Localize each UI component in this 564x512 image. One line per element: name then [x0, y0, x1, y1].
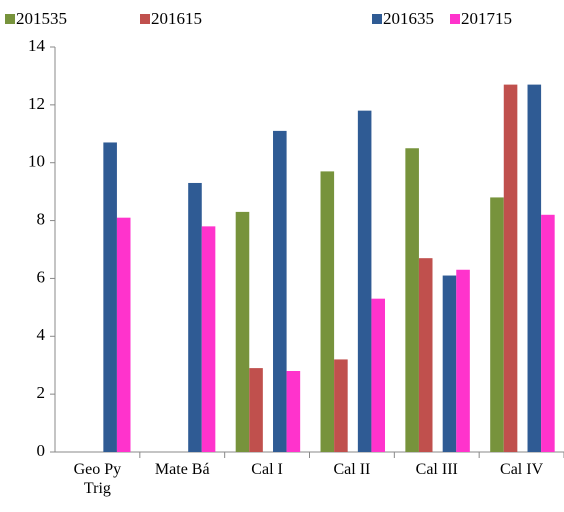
bar	[320, 171, 335, 452]
bar	[456, 269, 470, 452]
y-tick-label: 10	[28, 152, 45, 171]
bar	[286, 371, 301, 452]
bar	[273, 130, 287, 452]
bar	[503, 84, 518, 452]
y-tick-label: 8	[37, 209, 46, 228]
bar	[357, 110, 372, 453]
legend-swatch	[450, 14, 460, 24]
y-tick-label: 12	[28, 94, 45, 113]
y-tick-label: 4	[37, 325, 46, 344]
bar	[201, 226, 216, 452]
x-tick-label: Cal II	[333, 461, 371, 478]
bar	[527, 84, 542, 452]
bar	[541, 214, 555, 452]
bar	[418, 258, 433, 452]
y-tick-label: 2	[37, 383, 46, 402]
legend-swatch	[372, 14, 382, 24]
legend-label: 201715	[461, 9, 512, 28]
bar	[188, 182, 202, 452]
y-tick-label: 6	[37, 267, 46, 286]
x-tick-label: Mate Bá	[154, 461, 210, 478]
legend-swatch	[140, 14, 150, 24]
bar	[103, 142, 117, 452]
bar	[442, 275, 457, 452]
bar	[334, 359, 348, 452]
x-tick-label: Cal IV	[500, 461, 544, 478]
x-tick-label: Cal III	[415, 461, 458, 478]
bar	[235, 211, 250, 452]
y-tick-label: 14	[28, 36, 46, 55]
y-tick-label: 0	[37, 441, 46, 460]
bar	[490, 197, 504, 452]
legend-swatch	[5, 14, 15, 24]
x-tick-label: Geo Py Trig	[73, 461, 122, 497]
bar	[116, 217, 131, 452]
x-tick-label: Cal I	[251, 461, 283, 478]
bar	[405, 148, 419, 452]
legend-label: 201535	[16, 9, 67, 28]
legend-label: 201615	[151, 9, 202, 28]
bar	[371, 298, 386, 452]
legend-label: 201635	[383, 9, 434, 28]
bar	[249, 368, 263, 452]
